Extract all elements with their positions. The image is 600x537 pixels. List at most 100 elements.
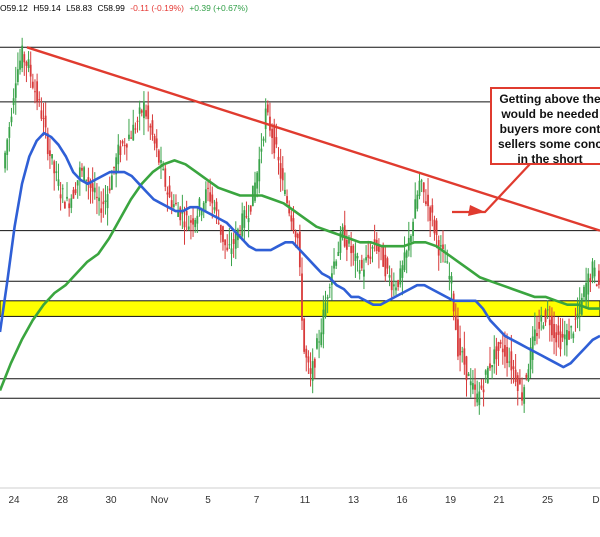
candle xyxy=(491,364,494,380)
candle xyxy=(66,182,68,202)
candle xyxy=(422,182,425,203)
x-tick-label: 5 xyxy=(205,495,211,506)
candle xyxy=(93,172,96,200)
x-tick-label: Nov xyxy=(151,495,169,506)
candle xyxy=(367,240,370,266)
candle xyxy=(230,232,233,267)
candle xyxy=(49,138,51,169)
annotation-arrow xyxy=(452,163,531,216)
candle xyxy=(555,324,558,356)
candle xyxy=(14,66,17,115)
candle xyxy=(143,91,145,136)
candle xyxy=(307,350,310,374)
candle xyxy=(164,164,167,192)
candle xyxy=(576,297,579,329)
candle xyxy=(484,369,487,383)
candle xyxy=(333,248,335,275)
candle xyxy=(284,172,286,197)
candle xyxy=(140,108,143,117)
candle xyxy=(335,259,338,269)
candle xyxy=(561,318,564,342)
trendline-layer xyxy=(26,46,600,232)
candle xyxy=(392,272,395,296)
candle xyxy=(207,181,209,202)
candle xyxy=(46,127,49,161)
candle xyxy=(521,377,523,406)
candle xyxy=(448,262,451,291)
candle xyxy=(593,260,596,284)
candle xyxy=(386,256,389,275)
candle xyxy=(557,317,560,348)
candle xyxy=(574,307,577,332)
candle xyxy=(70,194,73,214)
candle xyxy=(318,329,320,359)
candle xyxy=(356,252,359,272)
candle xyxy=(345,229,348,262)
candle xyxy=(482,379,485,407)
candle xyxy=(397,279,400,291)
candle xyxy=(465,355,468,397)
candle xyxy=(476,380,479,407)
candle xyxy=(506,333,508,377)
candle xyxy=(467,372,470,377)
candle xyxy=(224,239,226,260)
candle xyxy=(358,259,361,280)
candle xyxy=(431,198,434,227)
candle xyxy=(258,146,261,194)
candle xyxy=(61,184,64,204)
x-tick-label: 16 xyxy=(396,495,408,506)
candle xyxy=(4,150,6,173)
candle xyxy=(247,204,250,238)
candle xyxy=(324,290,327,319)
candle xyxy=(570,325,573,339)
candle xyxy=(493,335,496,374)
candle xyxy=(183,206,186,245)
candle xyxy=(450,272,453,300)
candle xyxy=(121,139,124,147)
candle xyxy=(354,242,357,278)
candle xyxy=(512,359,515,384)
downward-trendline xyxy=(26,46,600,232)
candle xyxy=(29,51,32,88)
candle xyxy=(138,100,141,131)
candle xyxy=(271,123,273,155)
candle xyxy=(363,258,365,290)
candle xyxy=(234,221,237,260)
candle xyxy=(27,51,30,73)
candle xyxy=(194,217,197,233)
candle xyxy=(583,284,585,303)
blue-moving-average-line xyxy=(0,131,600,369)
candle xyxy=(19,48,21,75)
candle xyxy=(486,365,489,385)
candle xyxy=(480,379,483,391)
x-tick-label: 11 xyxy=(300,495,311,506)
candle xyxy=(457,307,459,361)
candle xyxy=(578,287,581,332)
candle xyxy=(83,165,86,183)
candle xyxy=(595,283,598,287)
candle xyxy=(328,283,331,298)
candle xyxy=(463,331,466,375)
candle xyxy=(23,51,26,76)
candle xyxy=(536,315,538,345)
candle xyxy=(442,230,444,263)
candle xyxy=(471,369,474,395)
ohlc-readout: O59.12 H59.14 L58.83 C58.99 -0.11 (-0.19… xyxy=(0,3,251,13)
candle xyxy=(177,202,180,218)
candle xyxy=(407,221,410,257)
candle xyxy=(172,194,175,211)
callout-line-1: Getting above the xyxy=(499,92,600,106)
candle xyxy=(331,265,333,301)
ohlc-high: H59.14 xyxy=(33,3,61,13)
candle xyxy=(565,323,568,357)
candle xyxy=(322,295,325,349)
x-tick-label: 28 xyxy=(57,495,69,506)
candle xyxy=(277,147,280,175)
candle xyxy=(260,133,263,164)
candle xyxy=(320,318,323,348)
candle xyxy=(51,153,53,165)
candle xyxy=(226,234,229,252)
candle xyxy=(106,185,109,226)
candle xyxy=(85,179,88,192)
